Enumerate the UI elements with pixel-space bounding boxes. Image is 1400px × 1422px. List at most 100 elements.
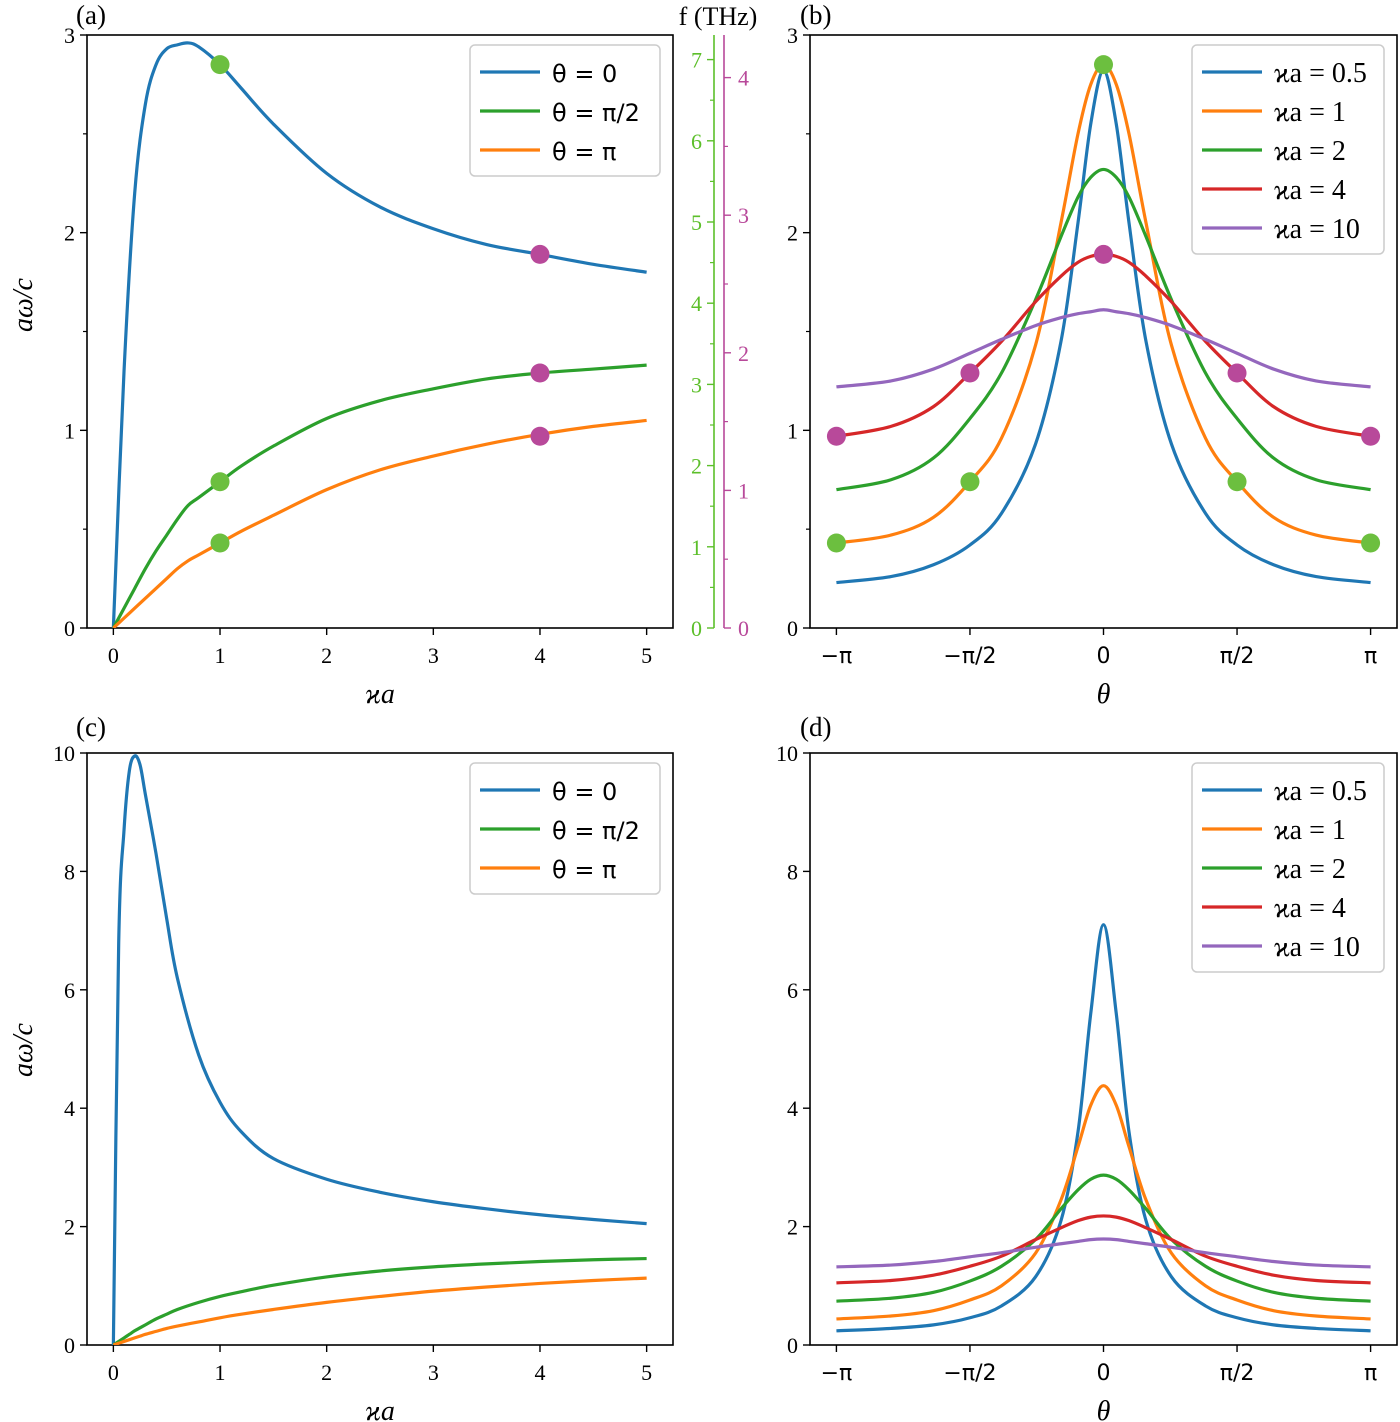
- green-tick-label: 7: [691, 48, 702, 73]
- panel-label: (a): [76, 0, 106, 30]
- x-tick-label: 0: [108, 1360, 119, 1385]
- legend-entry: θ = π/2: [552, 817, 640, 845]
- x-tick-label: −π: [821, 644, 853, 669]
- legend-entry: θ = π: [552, 856, 617, 884]
- legend-entry: ϰa = 1: [1274, 815, 1346, 846]
- legend-entry: ϰa = 0.5: [1274, 58, 1367, 89]
- x-tick-label: 4: [534, 1360, 545, 1385]
- x-tick-label: −π/2: [943, 1361, 996, 1386]
- chart-panel-3: (c) 0 1 2 3 4 5 0 2 4 6 8 10 ϰa aω/c θ = 0 θ = π/2 θ = π: [8, 712, 674, 1422]
- green-tick-label: 1: [691, 535, 702, 560]
- y-tick-label: 2: [787, 221, 798, 246]
- green-tick-label: 3: [691, 372, 702, 397]
- panel-label: (c): [76, 712, 106, 742]
- legend-entry: ϰa = 10: [1274, 214, 1360, 245]
- y-tick-label: 8: [64, 859, 75, 884]
- magenta-tick-label: 2: [738, 341, 749, 366]
- legend-entry: ϰa = 2: [1274, 136, 1346, 167]
- data-marker: [1094, 55, 1113, 75]
- legend-entry: ϰa = 10: [1274, 932, 1360, 963]
- y-tick-label: 1: [64, 418, 75, 443]
- y-tick-label: 2: [787, 1215, 798, 1240]
- legend-box: [1191, 762, 1385, 973]
- x-tick-label: 0: [1097, 1361, 1111, 1386]
- data-marker: [1361, 533, 1381, 553]
- series-line-2: [836, 1084, 1371, 1321]
- y-tick-label: 4: [64, 1096, 75, 1121]
- x-axis-label: ϰa: [365, 679, 395, 710]
- x-tick-label: 1: [215, 643, 226, 668]
- magenta-tick-label: 4: [738, 66, 749, 91]
- magenta-tick-label: 3: [738, 203, 749, 228]
- x-tick-label: −π: [821, 1361, 853, 1386]
- series-line-5: [836, 308, 1371, 389]
- data-marker: [210, 55, 230, 75]
- legend-entry: ϰa = 1: [1274, 97, 1346, 128]
- frequency-axis-label: f (THz): [679, 2, 758, 31]
- data-marker: [960, 363, 980, 383]
- plot-frame: [86, 752, 674, 1346]
- legend: θ = 0 θ = π/2 θ = π: [469, 762, 661, 895]
- green-tick-label: 5: [691, 210, 702, 235]
- legend-entry: ϰa = 0.5: [1274, 776, 1367, 807]
- x-axis-label: ϰa: [365, 1396, 395, 1422]
- legend-entry: θ = 0: [552, 60, 617, 88]
- legend-box: [469, 44, 661, 177]
- x-tick-label: π: [1364, 1361, 1377, 1386]
- legend: θ = 0 θ = π/2 θ = π: [469, 44, 661, 177]
- series-line-3: [836, 1173, 1371, 1303]
- x-tick-label: −π/2: [943, 644, 996, 669]
- y-tick-label: 0: [64, 616, 75, 641]
- x-tick-label: 3: [428, 643, 439, 668]
- magenta-tick-label: 1: [738, 478, 749, 503]
- legend-entry: θ = π/2: [552, 99, 640, 127]
- data-marker: [530, 363, 550, 383]
- x-axis-label: θ: [1097, 1396, 1111, 1422]
- x-tick-label: 3: [428, 1360, 439, 1385]
- data-marker: [960, 472, 980, 492]
- x-tick-label: 1: [215, 1360, 226, 1385]
- y-tick-label: 0: [787, 1333, 798, 1358]
- series-line-3: [112, 418, 647, 628]
- panel-label: (b): [800, 0, 831, 30]
- series-line-1: [111, 41, 647, 628]
- green-tick-label: 6: [691, 129, 702, 154]
- legend-entry: ϰa = 4: [1274, 893, 1346, 924]
- series-line-2: [112, 1256, 647, 1345]
- x-axis-label: θ: [1097, 679, 1111, 710]
- x-tick-label: 0: [1097, 644, 1111, 669]
- chart-panel-1: (a) 0 1 2 3 4 5 0 1 2 3 ϰa aω/c θ = 0 θ = π/2 θ = π: [8, 0, 674, 710]
- data-marker: [826, 426, 846, 446]
- series-line-4: [836, 252, 1371, 438]
- series-line-2: [111, 363, 647, 628]
- y-tick-label: 6: [64, 978, 75, 1003]
- legend-entry: ϰa = 4: [1274, 175, 1346, 206]
- x-tick-label: π: [1364, 644, 1377, 669]
- series-line-1: [836, 923, 1371, 1333]
- y-tick-label: 10: [776, 741, 798, 766]
- panel-label: (d): [800, 712, 831, 742]
- x-tick-label: 5: [641, 643, 652, 668]
- legend-box: [469, 762, 661, 895]
- data-marker: [530, 244, 550, 264]
- y-tick-label: 8: [787, 859, 798, 884]
- y-axis-label: aω/c: [8, 1022, 39, 1077]
- y-tick-label: 0: [787, 616, 798, 641]
- y-tick-label: 6: [787, 978, 798, 1003]
- legend: ϰa = 0.5 ϰa = 1 ϰa = 2 ϰa = 4 ϰa = 10: [1191, 44, 1385, 255]
- magenta-tick-label: 0: [738, 616, 749, 641]
- green-tick-label: 0: [691, 616, 702, 641]
- data-marker: [210, 472, 230, 492]
- green-tick-label: 4: [691, 291, 702, 316]
- x-tick-label: π/2: [1220, 1361, 1255, 1386]
- x-tick-label: 4: [534, 643, 545, 668]
- legend-entry: θ = 0: [552, 778, 617, 806]
- legend-entry: ϰa = 2: [1274, 854, 1346, 885]
- y-tick-label: 3: [787, 23, 798, 48]
- x-tick-label: π/2: [1220, 644, 1255, 669]
- y-tick-label: 1: [787, 418, 798, 443]
- y-tick-label: 4: [787, 1096, 798, 1121]
- series-line-1: [111, 754, 647, 1345]
